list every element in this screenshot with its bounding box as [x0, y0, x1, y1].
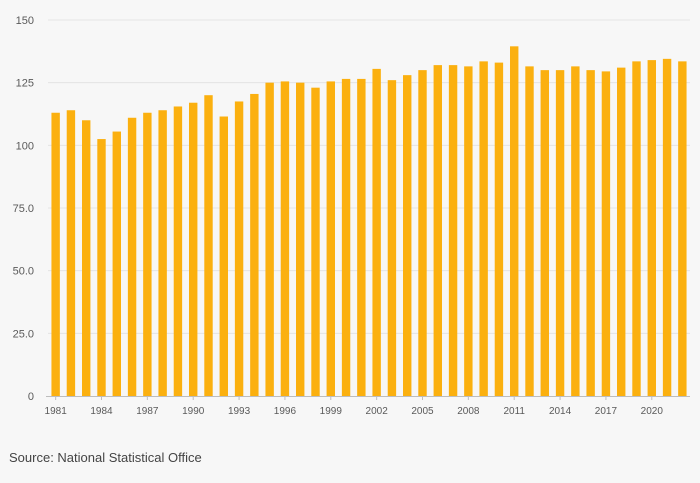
bar-1996 — [280, 81, 290, 396]
x-axis-ticks: 1981 1984 1987 1990 1993 1996 1999 2002 2005 2008… — [45, 396, 664, 417]
x-tick-label: 2020 — [641, 406, 664, 417]
x-tick-label: 2005 — [411, 406, 434, 417]
bar-2018 — [617, 67, 626, 397]
bar-1981 — [51, 112, 60, 396]
y-tick-label: 100 — [16, 140, 34, 152]
bar-2016 — [586, 70, 595, 396]
bar-1987 — [143, 112, 152, 396]
y-tick-label: 150 — [16, 15, 34, 27]
x-tick-label: 2017 — [595, 406, 618, 417]
bar-2002 — [372, 68, 381, 396]
bar-2019 — [632, 61, 641, 397]
bar-2014 — [555, 70, 565, 396]
bar-1986 — [127, 117, 137, 396]
x-tick-label: 1984 — [90, 406, 113, 417]
bar-1997 — [296, 82, 305, 397]
bar-2011 — [510, 46, 519, 396]
bar-2022 — [678, 61, 687, 397]
bar-2005 — [418, 70, 427, 396]
x-tick-label: 1987 — [136, 406, 159, 417]
bar-2012 — [525, 66, 534, 396]
bar-1990 — [189, 102, 198, 396]
bar-2001 — [357, 78, 366, 396]
bar-2004 — [403, 75, 412, 396]
bar-1999 — [326, 81, 335, 396]
x-tick-label: 1981 — [45, 406, 68, 417]
bar-1982 — [66, 110, 76, 397]
y-tick-label: 75.0 — [13, 203, 34, 215]
bar-1989 — [173, 106, 183, 396]
bar-1993 — [234, 101, 244, 396]
bar-2007 — [448, 65, 458, 397]
bar-2013 — [540, 70, 549, 396]
bar-2008 — [464, 66, 473, 396]
bar-1984 — [97, 139, 106, 397]
x-tick-label: 1990 — [182, 406, 205, 417]
y-tick-label: 125 — [16, 78, 34, 90]
bar-1988 — [158, 110, 167, 397]
x-tick-label: 1999 — [320, 406, 343, 417]
y-axis-ticks: 0 25.0 50.0 75.0 100 125 150 — [13, 15, 34, 403]
bar-2009 — [479, 61, 488, 397]
x-tick-label: 2011 — [503, 406, 525, 417]
bar-2021 — [662, 58, 672, 396]
source-note: Source: National Statistical Office — [9, 450, 202, 465]
bar-2003 — [387, 80, 397, 396]
bar-2015 — [571, 66, 580, 396]
x-tick-label: 2008 — [457, 406, 480, 417]
bar-1985 — [112, 131, 121, 396]
bar-1998 — [311, 87, 320, 397]
y-tick-label: 25.0 — [13, 328, 34, 340]
y-tick-label: 0 — [28, 391, 34, 403]
bar-1991 — [204, 95, 213, 396]
x-tick-label: 2002 — [366, 406, 389, 417]
bar-2020 — [647, 60, 656, 397]
bar-2010 — [494, 62, 504, 396]
bar-1995 — [265, 82, 274, 397]
bar-1994 — [250, 93, 259, 397]
bar-1983 — [82, 120, 91, 397]
gridlines — [48, 19, 690, 334]
bars — [51, 46, 687, 397]
bar-2000 — [341, 78, 351, 396]
bar-2017 — [601, 71, 611, 397]
x-tick-label: 1996 — [274, 406, 297, 417]
bar-2006 — [433, 65, 442, 397]
y-tick-label: 50.0 — [13, 266, 34, 278]
x-tick-label: 1993 — [228, 406, 251, 417]
bar-1992 — [219, 116, 228, 397]
x-tick-label: 2014 — [549, 406, 572, 417]
